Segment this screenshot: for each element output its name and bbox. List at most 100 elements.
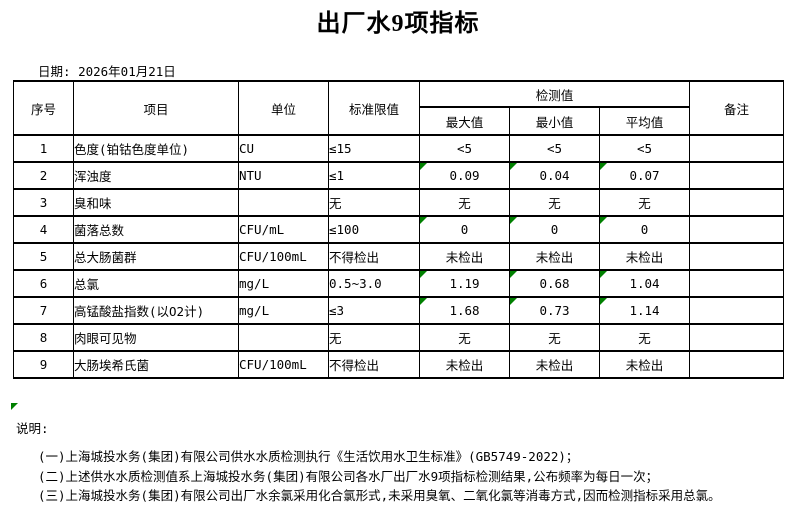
row-min-text: 0.04 [539, 168, 570, 183]
header-detection: 检测值 [418, 80, 691, 108]
row-item-text: 色度(铂钴色度单位) [74, 142, 190, 157]
header-max: 最大值 [419, 106, 510, 136]
row-avg: <5 [598, 134, 691, 163]
row-unit [238, 188, 329, 217]
comment-flag-icon [420, 299, 427, 305]
row-avg: 1.14 [598, 296, 691, 325]
row-avg-text: 未检出 [625, 358, 664, 373]
row-remark [689, 242, 785, 271]
row-item: 色度(铂钴色度单位) [73, 134, 239, 163]
row-limit: 0.5~3.0 [328, 269, 420, 298]
comment-flag-icon [510, 218, 517, 224]
row-item: 浑浊度 [73, 161, 239, 190]
row-unit: CFU/100mL [238, 242, 329, 271]
row-max: 未检出 [419, 350, 510, 379]
row-limit: 不得检出 [328, 242, 420, 271]
row-min: <5 [509, 134, 600, 163]
comment-flag-icon [510, 299, 517, 305]
row-remark [689, 134, 785, 163]
row-avg-text: 无 [638, 331, 651, 346]
row-avg-text: 0 [640, 222, 649, 237]
row-item: 臭和味 [73, 188, 239, 217]
row-min: 0.04 [509, 161, 600, 190]
row-max-text: 0.09 [449, 168, 480, 183]
row-unit-text: CFU/100mL [239, 249, 307, 264]
row-limit: ≤100 [328, 215, 420, 244]
row-item: 菌落总数 [73, 215, 239, 244]
row-remark [689, 188, 785, 217]
row-max-text: 无 [458, 196, 471, 211]
row-min-text: <5 [546, 141, 563, 156]
table-row: 7 高锰酸盐指数(以O2计) mg/L ≤3 1.68 0.73 1.14 [13, 296, 785, 325]
row-seq-text: 8 [39, 330, 48, 345]
row-limit-text: ≤100 [329, 222, 360, 237]
row-min: 0.73 [509, 296, 600, 325]
row-seq: 1 [13, 134, 74, 163]
row-max-text: <5 [456, 141, 473, 156]
row-avg-text: 未检出 [625, 250, 664, 265]
row-min-text: 0 [550, 222, 559, 237]
row-seq: 4 [13, 215, 74, 244]
report-table: 序号 项目 单位 标准限值 检测值 备注 最大值 最小值 平均值 1 色度(铂钴色… [13, 80, 785, 379]
row-min-text: 0.68 [539, 276, 570, 291]
row-min-text: 未检出 [535, 358, 574, 373]
header-remark: 备注 [689, 80, 785, 136]
table-row: 8 肉眼可见物 无 无 无 无 [13, 323, 785, 352]
row-seq: 9 [13, 350, 74, 379]
header-limit: 标准限值 [328, 80, 420, 136]
row-remark [689, 350, 785, 379]
row-max-text: 1.19 [449, 276, 480, 291]
row-max-text: 1.68 [449, 303, 480, 318]
comment-flag-icon [510, 272, 517, 278]
row-max-text: 0 [460, 222, 469, 237]
comment-flag-icon [600, 164, 607, 170]
row-unit: CFU/mL [238, 215, 329, 244]
row-max-text: 未检出 [445, 358, 484, 373]
row-max: <5 [419, 134, 510, 163]
note-item: (一)上海城投水务(集团)有限公司供水水质检测执行《生活饮用水卫生标准》(GB5… [38, 449, 579, 464]
row-min: 无 [509, 188, 600, 217]
comment-flag-icon [600, 299, 607, 305]
row-max: 无 [419, 323, 510, 352]
table-row: 4 菌落总数 CFU/mL ≤100 0 0 0 [13, 215, 785, 244]
row-avg-text: 1.14 [629, 303, 660, 318]
row-seq: 5 [13, 242, 74, 271]
row-seq: 6 [13, 269, 74, 298]
row-item: 肉眼可见物 [73, 323, 239, 352]
row-seq: 8 [13, 323, 74, 352]
row-max: 1.68 [419, 296, 510, 325]
row-remark [689, 215, 785, 244]
row-seq-text: 7 [39, 303, 48, 318]
row-limit-text: 0.5~3.0 [329, 276, 382, 291]
row-seq: 2 [13, 161, 74, 190]
row-limit-text: 不得检出 [329, 358, 380, 373]
report-date: 日期: 2026年01月21日 [38, 61, 176, 80]
row-remark [689, 269, 785, 298]
row-avg: 0.07 [598, 161, 691, 190]
row-limit: ≤3 [328, 296, 420, 325]
notes-label: 说明: [16, 421, 49, 436]
row-max-text: 无 [458, 331, 471, 346]
row-avg: 未检出 [598, 350, 691, 379]
comment-flag-icon [600, 218, 607, 224]
row-remark [689, 296, 785, 325]
row-max: 0 [419, 215, 510, 244]
note-item: (二)上述供水水质检测值系上海城投水务(集团)有限公司各水厂出厂水9项指标检测结… [38, 468, 659, 484]
table-row: 5 总大肠菌群 CFU/100mL 不得检出 未检出 未检出 未检出 [13, 242, 785, 271]
row-item: 总氯 [73, 269, 239, 298]
comment-flag-icon [600, 272, 607, 278]
row-min-text: 0.73 [539, 303, 570, 318]
header-row-1: 序号 项目 单位 标准限值 检测值 备注 [13, 80, 785, 136]
table-row: 2 浑浊度 NTU ≤1 0.09 0.04 0.07 [13, 161, 785, 190]
row-avg: 无 [598, 188, 691, 217]
row-limit-text: ≤15 [329, 141, 352, 156]
row-item-text: 总氯 [74, 277, 100, 292]
row-min: 未检出 [509, 350, 600, 379]
row-avg-text: 0.07 [629, 168, 660, 183]
row-max-text: 未检出 [445, 250, 484, 265]
header-unit: 单位 [238, 80, 329, 136]
row-item-text: 高锰酸盐指数(以O2计) [74, 304, 205, 319]
row-min-text: 无 [548, 331, 561, 346]
row-unit: NTU [238, 161, 329, 190]
row-item: 大肠埃希氏菌 [73, 350, 239, 379]
